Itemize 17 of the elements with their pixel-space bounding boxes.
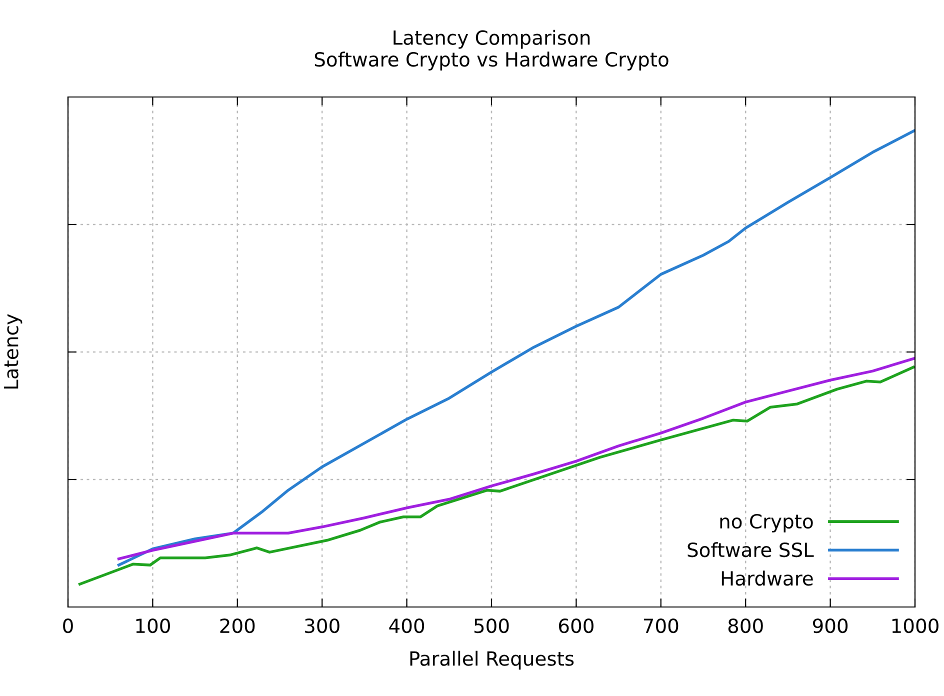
legend-label: Hardware <box>722 570 813 586</box>
x-tick-label: 0 <box>63 618 73 634</box>
legend-label: Software SSL <box>688 542 814 558</box>
x-axis-title: Parallel Requests <box>410 650 574 670</box>
y-axis-title: Latency <box>4 314 22 389</box>
x-tick-label: 900 <box>812 618 848 634</box>
chart-title: Latency Comparison Software Crypto vs Hardware Crypto <box>314 30 668 70</box>
x-tick-label: 800 <box>728 618 763 634</box>
x-tick-label: 300 <box>305 618 340 634</box>
x-tick-label: 500 <box>474 618 509 634</box>
x-tick-label: 1000 <box>892 618 938 634</box>
x-tick-label: 100 <box>136 618 170 634</box>
x-tick-label: 700 <box>644 618 678 634</box>
x-tick-label: 200 <box>220 618 255 634</box>
x-tick-label: 400 <box>389 618 424 634</box>
x-tick-label: 600 <box>559 618 594 634</box>
legend-label: no Crypto <box>720 514 813 532</box>
